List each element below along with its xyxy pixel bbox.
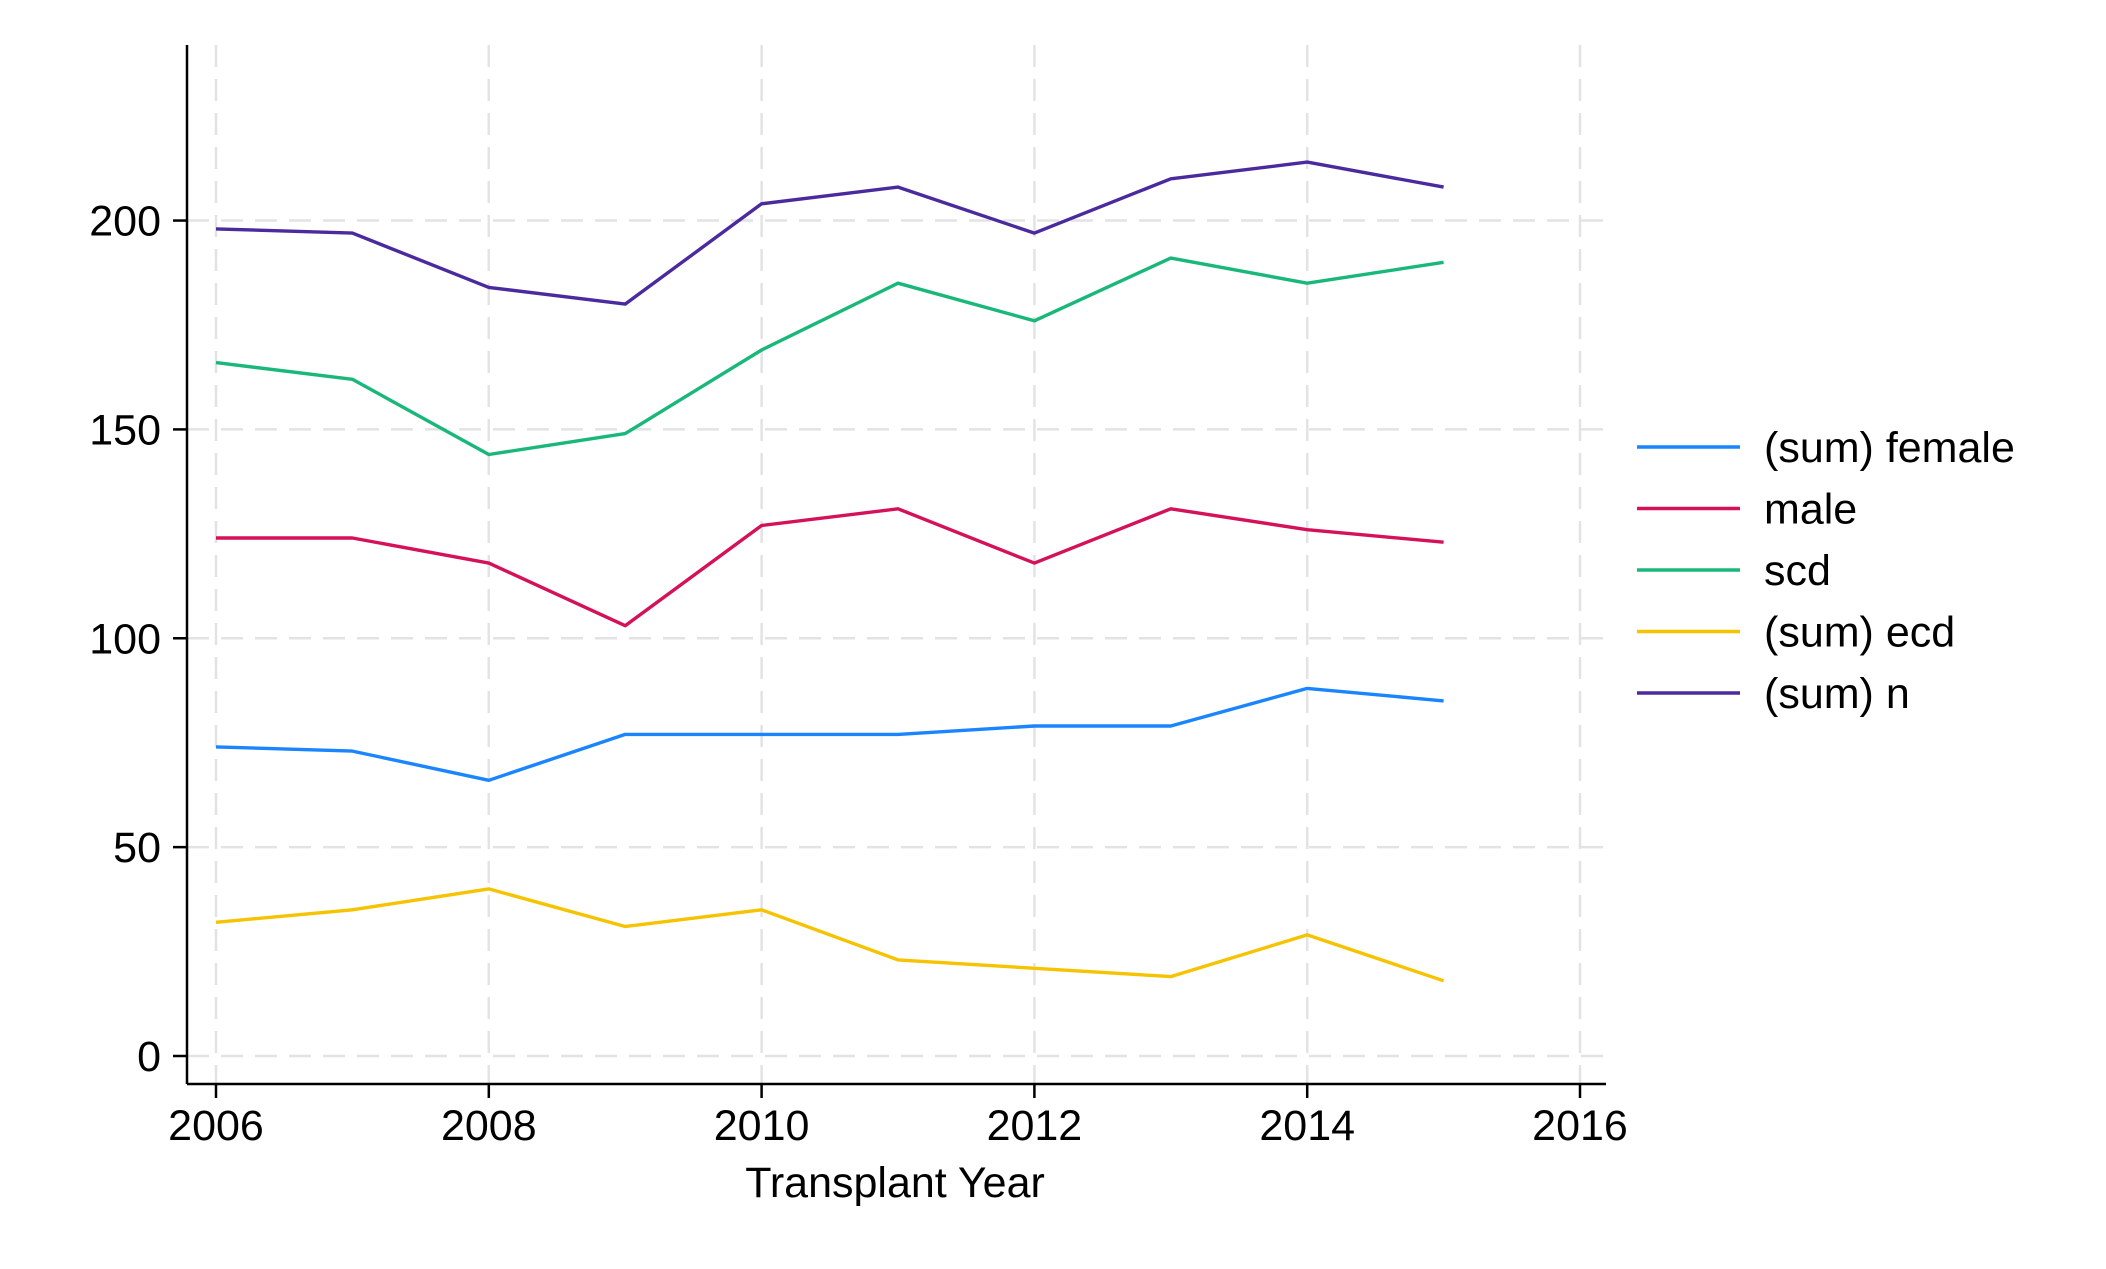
- legend-label-1: male: [1764, 486, 1857, 534]
- series-line-0: [215, 686, 1444, 782]
- legend-label-4: (sum) n: [1764, 670, 1910, 718]
- grid-layer: [187, 45, 1606, 1084]
- legend: (sum) female male scd (sum) ecd (sum) n: [1637, 424, 2015, 718]
- x-axis-title: Transplant Year: [745, 1159, 1045, 1207]
- axis-layer: 0 50 100 150 200 2006 2008 2010 2012 2014 2016: [89, 45, 1628, 1150]
- series-line-3: [215, 887, 1445, 983]
- x-tick-label: 2008: [441, 1102, 537, 1150]
- series-line-4: [215, 160, 1444, 306]
- legend-label-3: (sum) ecd: [1764, 609, 1955, 657]
- series-line-2: [215, 256, 1444, 457]
- x-tick-label: 2016: [1532, 1102, 1628, 1150]
- series-layer: [215, 160, 1445, 983]
- x-tick-label: 2010: [714, 1102, 810, 1150]
- y-tick-label: 150: [89, 406, 161, 454]
- y-tick-label: 50: [113, 824, 161, 872]
- y-tick-label: 100: [89, 615, 161, 663]
- x-tick-label: 2014: [1259, 1102, 1355, 1150]
- series-line-1: [216, 507, 1444, 628]
- x-tick-label: 2006: [168, 1102, 264, 1150]
- y-tick-label: 0: [137, 1033, 161, 1081]
- legend-label-2: scd: [1764, 547, 1831, 595]
- y-tick-label: 200: [89, 198, 161, 246]
- legend-label-0: (sum) female: [1764, 424, 2015, 472]
- x-tick-label: 2012: [987, 1102, 1083, 1150]
